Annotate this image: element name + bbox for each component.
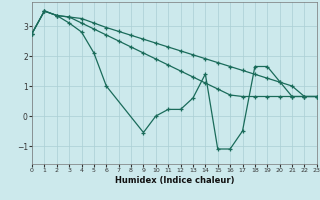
X-axis label: Humidex (Indice chaleur): Humidex (Indice chaleur) (115, 176, 234, 185)
